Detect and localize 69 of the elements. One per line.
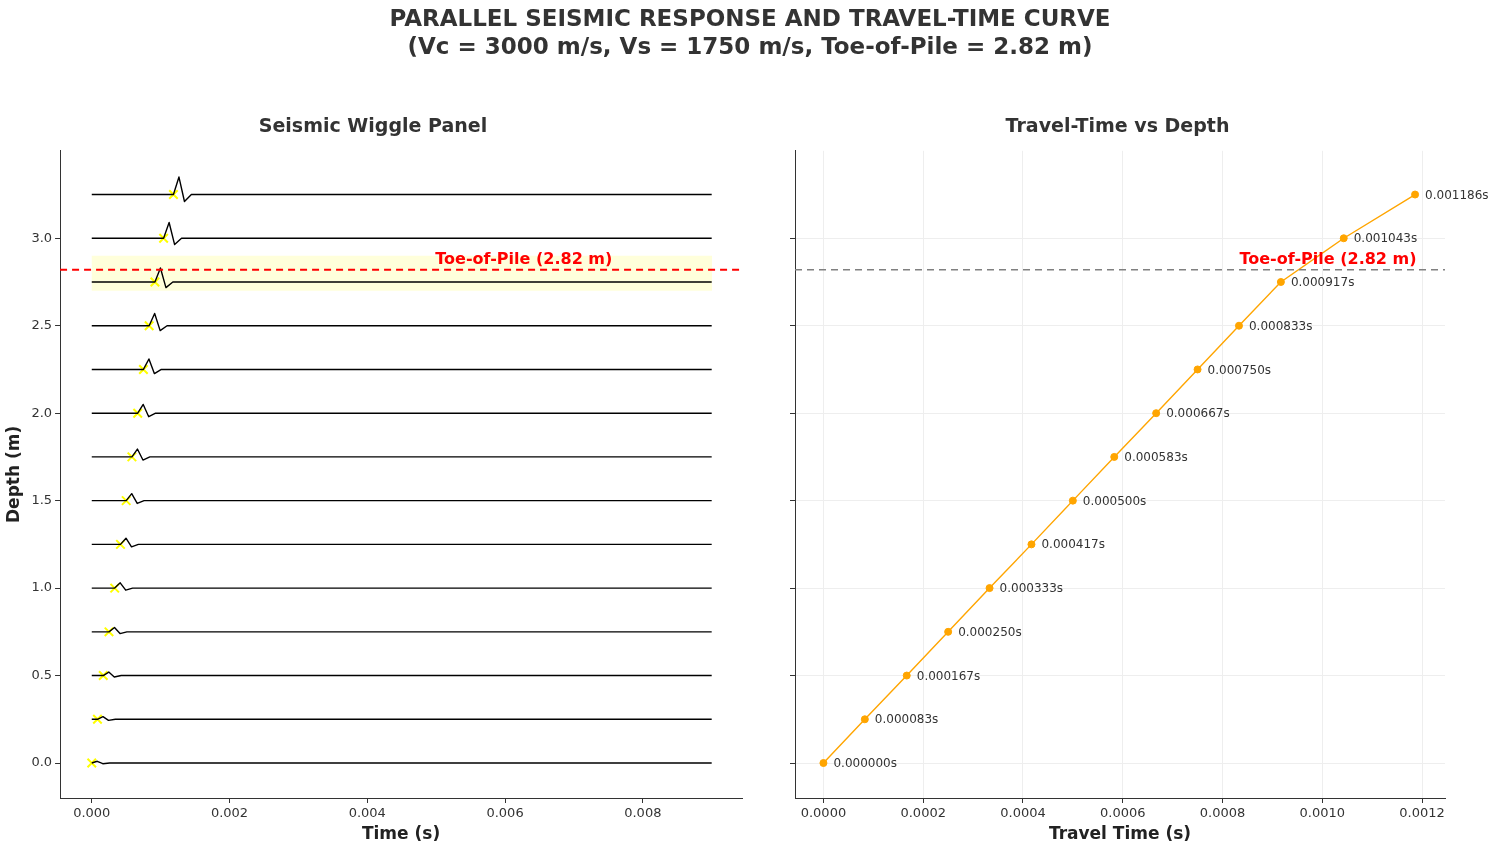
x-tick-label: 0.008 bbox=[624, 805, 662, 821]
point bbox=[985, 584, 994, 593]
point bbox=[1027, 540, 1036, 549]
y-tick-label: 0.0 bbox=[31, 754, 53, 770]
point bbox=[1411, 190, 1420, 199]
text: (Vc = 3000 m/s, Vs = 1750 m/s, Toe-of-Pile = 2.82 m) bbox=[406, 32, 1094, 60]
annotation: 0.000500s bbox=[1082, 493, 1147, 508]
annotation: 0.000083s bbox=[874, 712, 939, 727]
x-tick-label: 0.000 bbox=[73, 805, 111, 821]
annotation: 0.000583s bbox=[1124, 450, 1188, 465]
annotation: 0.000417s bbox=[1041, 537, 1105, 552]
x-tick-label: 0.0012 bbox=[1399, 805, 1445, 821]
x-axis-title: Time (s) bbox=[361, 823, 441, 844]
x-tick-label: 0.0002 bbox=[900, 805, 946, 821]
x-tick-label: 0.006 bbox=[486, 805, 524, 821]
point bbox=[149, 276, 161, 288]
point bbox=[126, 451, 138, 463]
x-tick-label: 0.0004 bbox=[1000, 805, 1046, 821]
annotation: 0.000667s bbox=[1166, 406, 1230, 421]
y-tick-label: 2.0 bbox=[31, 404, 53, 420]
point bbox=[92, 714, 103, 725]
point bbox=[1110, 452, 1119, 461]
point bbox=[158, 233, 169, 244]
y-tick-label: 0.5 bbox=[31, 666, 53, 682]
y-tick-label: 1.5 bbox=[31, 492, 53, 508]
point bbox=[98, 670, 109, 681]
point bbox=[1152, 409, 1161, 418]
point bbox=[109, 582, 120, 594]
annotation: 0.000000s bbox=[833, 756, 897, 771]
annotation: 0.000833s bbox=[1248, 318, 1313, 333]
point bbox=[1339, 234, 1348, 243]
point bbox=[819, 759, 828, 768]
annotation: 0.001043s bbox=[1353, 231, 1418, 246]
chart-title: Travel-Time vs Depth bbox=[1005, 114, 1230, 137]
point bbox=[860, 715, 869, 724]
ref-line-label: Toe-of-Pile (2.82 m) bbox=[435, 248, 613, 268]
x-tick-label: 0.004 bbox=[348, 805, 386, 821]
point bbox=[103, 626, 115, 638]
point bbox=[944, 627, 953, 636]
y-tick-label: 1.0 bbox=[31, 579, 53, 595]
annotation: 0.000333s bbox=[999, 581, 1064, 596]
x-tick-label: 0.0000 bbox=[800, 805, 847, 821]
text: PARALLEL SEISMIC RESPONSE AND TRAVEL-TIME CURVE bbox=[388, 4, 1112, 32]
point bbox=[132, 407, 143, 419]
y-axis-title: Depth (m) bbox=[2, 425, 23, 524]
point bbox=[115, 539, 126, 550]
point bbox=[120, 495, 132, 506]
point bbox=[143, 320, 155, 331]
point bbox=[1276, 277, 1285, 286]
annotation: 0.000167s bbox=[916, 668, 981, 683]
point bbox=[1193, 365, 1202, 374]
annotation: 0.000917s bbox=[1290, 275, 1355, 290]
point bbox=[168, 189, 179, 200]
point bbox=[86, 757, 97, 769]
x-tick-label: 0.002 bbox=[210, 805, 249, 821]
point bbox=[902, 671, 911, 680]
x-tick-label: 0.0008 bbox=[1199, 805, 1246, 821]
point bbox=[1068, 496, 1077, 505]
x-tick-label: 0.0006 bbox=[1099, 805, 1146, 821]
y-tick-label: 3.0 bbox=[31, 229, 53, 245]
y-tick-label: 2.5 bbox=[31, 317, 53, 333]
point bbox=[138, 364, 149, 375]
chart-title: Seismic Wiggle Panel bbox=[258, 114, 488, 137]
x-axis-title: Travel Time (s) bbox=[1048, 823, 1192, 844]
annotation: 0.001186s bbox=[1425, 187, 1489, 202]
point bbox=[1234, 321, 1243, 330]
x-tick-label: 0.0010 bbox=[1299, 805, 1346, 821]
annotation: 0.000250s bbox=[958, 624, 1022, 639]
annotation: 0.000750s bbox=[1207, 362, 1272, 377]
